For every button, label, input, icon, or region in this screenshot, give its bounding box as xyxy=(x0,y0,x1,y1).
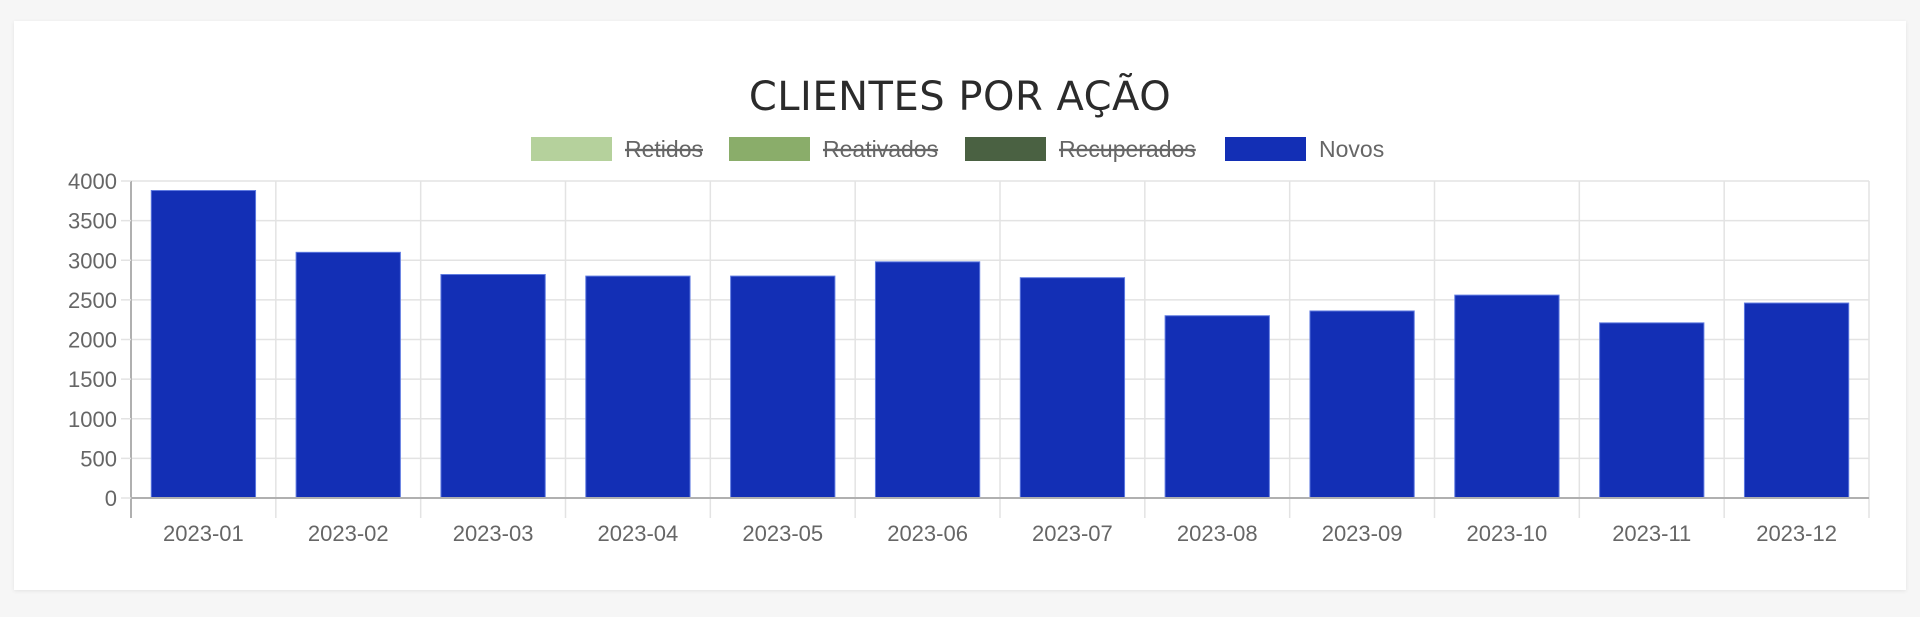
y-tick-label: 3000 xyxy=(68,248,117,273)
bar-novos-2023-05[interactable] xyxy=(730,275,836,499)
chart-title: CLIENTES POR AÇÃO xyxy=(749,72,1171,120)
y-tick-label: 2000 xyxy=(68,328,117,353)
chart-card: CLIENTES POR AÇÃO Retidos Reativados Recup… xyxy=(14,21,1906,590)
bar-novos-2023-09[interactable] xyxy=(1309,310,1415,499)
x-tick-label: 2023-07 xyxy=(1032,521,1113,546)
y-axis: 0 500 1000 1500 2000 2500 3000 3500 4000 xyxy=(68,169,131,511)
y-tick-label: 500 xyxy=(80,446,117,471)
bar-novos-2023-01[interactable] xyxy=(150,190,257,499)
bar-chart: CLIENTES POR AÇÃO Retidos Reativados Recup… xyxy=(68,72,1870,546)
x-tick-label: 2023-03 xyxy=(453,521,534,546)
bars xyxy=(150,190,1850,499)
grid-lines xyxy=(130,180,1870,518)
x-axis: 2023-01 2023-02 2023-03 2023-04 2023-05 2023-… xyxy=(131,497,1869,546)
legend-label: Retidos xyxy=(625,136,703,162)
bar-novos-2023-06[interactable] xyxy=(874,261,981,499)
bar-novos-2023-04[interactable] xyxy=(585,275,691,499)
legend-item-retidos[interactable]: Retidos xyxy=(531,136,703,162)
legend-item-recuperados[interactable]: Recuperados xyxy=(965,136,1196,162)
y-tick-label: 2500 xyxy=(68,288,117,313)
x-tick-label: 2023-08 xyxy=(1177,521,1258,546)
y-tick-label: 1500 xyxy=(68,367,117,392)
y-tick-label: 4000 xyxy=(68,169,117,194)
y-tick-label: 1000 xyxy=(68,407,117,432)
legend-label: Recuperados xyxy=(1059,136,1196,162)
x-tick-label: 2023-09 xyxy=(1322,521,1403,546)
y-tick-label: 3500 xyxy=(68,209,117,234)
x-tick-label: 2023-06 xyxy=(887,521,968,546)
x-tick-label: 2023-05 xyxy=(742,521,823,546)
bar-novos-2023-02[interactable] xyxy=(295,251,401,499)
legend-label: Reativados xyxy=(823,136,938,162)
bar-novos-2023-08[interactable] xyxy=(1164,315,1270,499)
legend-swatch xyxy=(965,137,1046,161)
bar-novos-2023-12[interactable] xyxy=(1743,302,1850,499)
y-tick-label: 0 xyxy=(105,486,117,511)
x-tick-label: 2023-02 xyxy=(308,521,389,546)
x-tick-label: 2023-10 xyxy=(1467,521,1548,546)
x-tick-label: 2023-01 xyxy=(163,521,244,546)
x-tick-label: 2023-12 xyxy=(1756,521,1837,546)
x-tick-label: 2023-11 xyxy=(1612,521,1691,546)
bar-novos-2023-07[interactable] xyxy=(1019,277,1126,499)
bar-novos-2023-11[interactable] xyxy=(1599,322,1705,499)
legend-label: Novos xyxy=(1319,136,1384,162)
bar-novos-2023-10[interactable] xyxy=(1454,294,1560,499)
legend-swatch xyxy=(729,137,810,161)
legend: Retidos Reativados Recuperados Novos xyxy=(531,136,1384,162)
legend-item-novos[interactable]: Novos xyxy=(1225,136,1384,162)
x-tick-label: 2023-04 xyxy=(598,521,679,546)
legend-swatch xyxy=(531,137,612,161)
legend-swatch xyxy=(1225,137,1306,161)
bar-novos-2023-03[interactable] xyxy=(440,274,546,499)
legend-item-reativados[interactable]: Reativados xyxy=(729,136,938,162)
